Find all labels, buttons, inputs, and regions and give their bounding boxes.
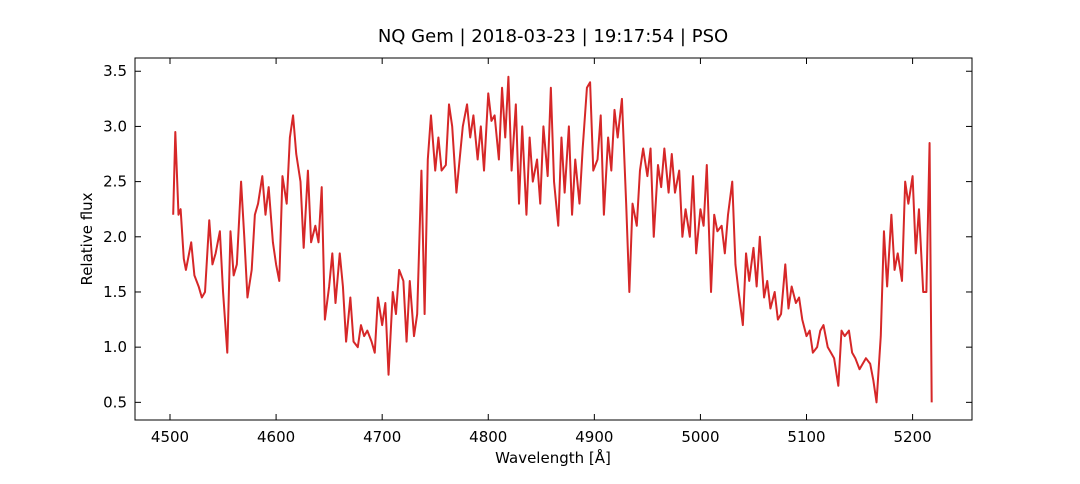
y-tick-label: 3.5 [103, 62, 127, 80]
y-tick-label: 1.0 [103, 338, 127, 356]
x-tick-label: 5100 [787, 428, 825, 446]
x-axis-label: Wavelength [Å] [495, 448, 611, 467]
spectrum-line [172, 75, 933, 404]
x-tick-label: 5000 [681, 428, 719, 446]
axes-frame [134, 57, 973, 421]
y-tick-label: 2.5 [103, 173, 127, 191]
x-tick-label: 5200 [893, 428, 931, 446]
y-tick-label: 1.5 [103, 283, 127, 301]
y-tick-label: 0.5 [103, 393, 127, 411]
x-tick-label: 4500 [151, 428, 189, 446]
y-axis-label: Relative flux [78, 192, 96, 285]
y-tick-label: 3.0 [103, 117, 127, 135]
x-tick-label: 4900 [575, 428, 613, 446]
x-tick-label: 4600 [257, 428, 295, 446]
x-tick-label: 4700 [363, 428, 401, 446]
chart-title: NQ Gem | 2018-03-23 | 19:17:54 | PSO [378, 26, 728, 47]
plot-area: 4500 4600 4700 4800 4900 5000 5100 5200 0.5 1.0 1.… [103, 58, 972, 446]
x-tick-label: 4800 [469, 428, 507, 446]
y-tick-label: 2.0 [103, 228, 127, 246]
